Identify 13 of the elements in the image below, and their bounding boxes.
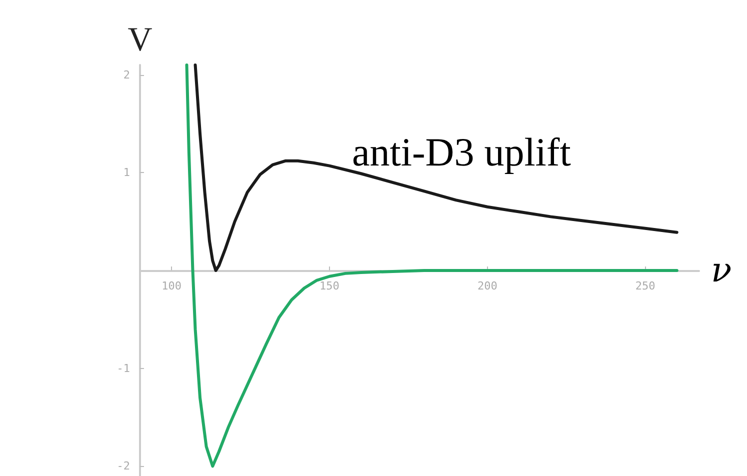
x-tick-label: 250	[635, 280, 656, 292]
x-axis-title: ν	[711, 250, 732, 290]
x-tick-label: 150	[320, 280, 340, 292]
annotation: anti-D3 uplift	[352, 130, 571, 174]
x-tick-label: 100	[162, 280, 182, 292]
line-series	[185, 64, 678, 468]
line-series	[194, 64, 678, 272]
x-tick-label: 200	[477, 280, 498, 292]
y-tick-label: -2	[116, 460, 130, 473]
y-tick-label: -1	[116, 362, 130, 375]
y-tick-label: 1	[123, 166, 130, 180]
y-axis-title: V	[128, 22, 153, 58]
y-tick-label: 2	[123, 68, 130, 82]
